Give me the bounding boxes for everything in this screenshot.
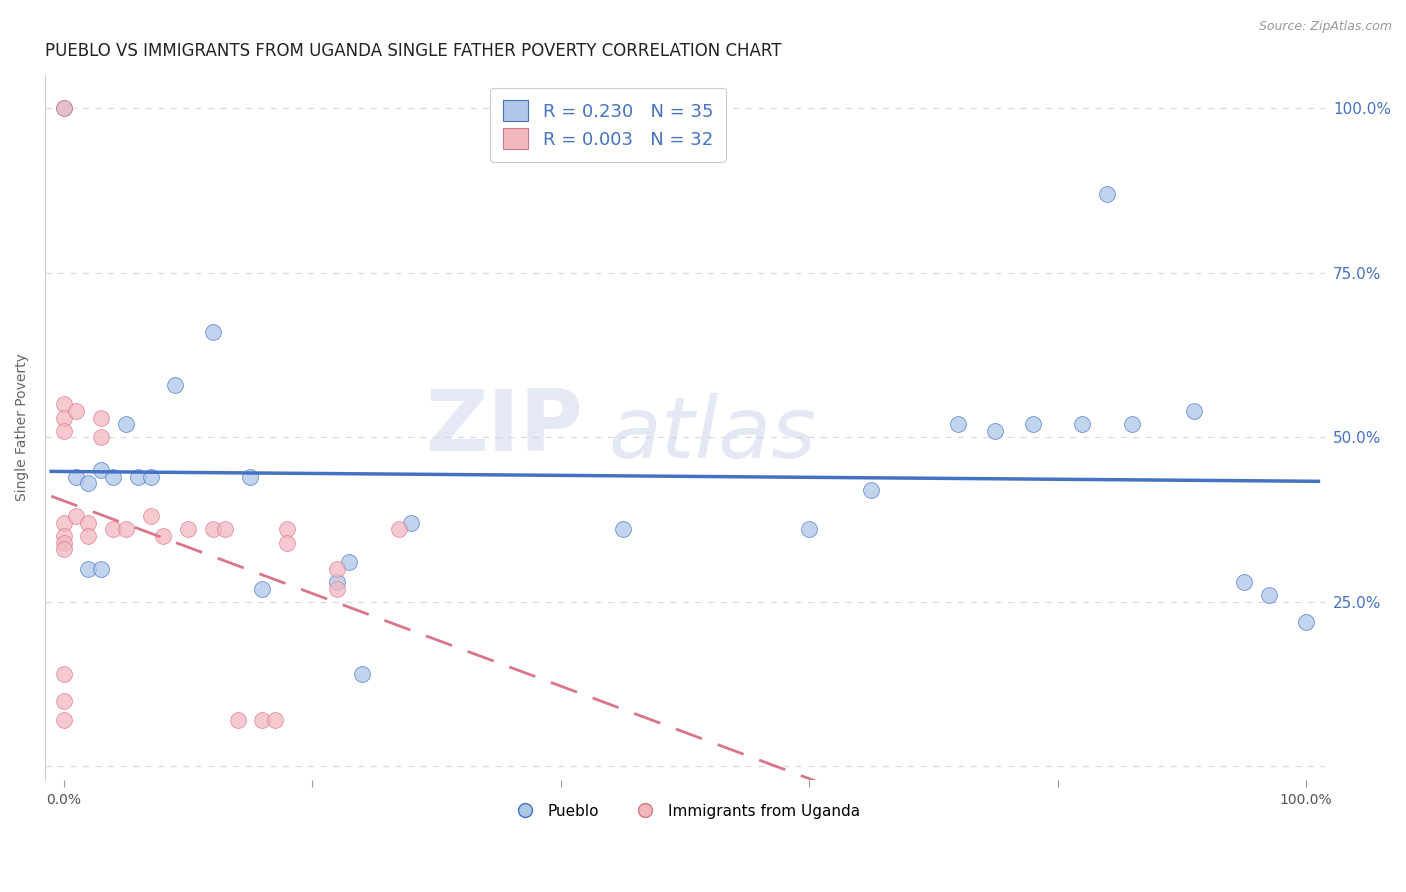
Point bbox=[152, 529, 174, 543]
Point bbox=[350, 667, 373, 681]
Text: Source: ZipAtlas.com: Source: ZipAtlas.com bbox=[1258, 20, 1392, 33]
Point bbox=[401, 516, 423, 530]
Point bbox=[276, 523, 298, 537]
Point bbox=[52, 693, 75, 707]
Point bbox=[1097, 186, 1119, 201]
Point bbox=[103, 470, 125, 484]
Point bbox=[90, 562, 112, 576]
Point bbox=[114, 417, 136, 431]
Point bbox=[103, 523, 125, 537]
Text: ZIP: ZIP bbox=[425, 386, 582, 469]
Point bbox=[165, 377, 187, 392]
Point bbox=[52, 397, 75, 411]
Point bbox=[52, 542, 75, 557]
Point bbox=[65, 404, 87, 418]
Point bbox=[77, 476, 100, 491]
Point bbox=[52, 714, 75, 728]
Y-axis label: Single Father Poverty: Single Father Poverty bbox=[15, 353, 30, 501]
Point bbox=[1182, 404, 1205, 418]
Point bbox=[90, 463, 112, 477]
Point bbox=[326, 562, 349, 576]
Point bbox=[1021, 417, 1043, 431]
Point bbox=[226, 714, 249, 728]
Point bbox=[797, 523, 820, 537]
Point bbox=[276, 535, 298, 549]
Point bbox=[337, 555, 360, 569]
Point bbox=[139, 470, 162, 484]
Point bbox=[52, 424, 75, 438]
Point bbox=[52, 535, 75, 549]
Point bbox=[252, 582, 274, 596]
Point bbox=[263, 714, 285, 728]
Point bbox=[388, 523, 411, 537]
Point bbox=[1071, 417, 1094, 431]
Point bbox=[326, 575, 349, 590]
Point bbox=[65, 509, 87, 524]
Point bbox=[214, 523, 236, 537]
Point bbox=[201, 325, 224, 339]
Point bbox=[52, 529, 75, 543]
Point bbox=[1121, 417, 1143, 431]
Point bbox=[52, 410, 75, 425]
Point bbox=[77, 529, 100, 543]
Point bbox=[77, 516, 100, 530]
Point bbox=[127, 470, 149, 484]
Point bbox=[52, 101, 75, 115]
Text: atlas: atlas bbox=[607, 393, 815, 476]
Point bbox=[860, 483, 883, 497]
Point bbox=[612, 523, 634, 537]
Point bbox=[90, 410, 112, 425]
Legend: Pueblo, Immigrants from Uganda: Pueblo, Immigrants from Uganda bbox=[503, 797, 866, 825]
Point bbox=[1257, 588, 1279, 602]
Point bbox=[1295, 615, 1317, 629]
Point bbox=[946, 417, 969, 431]
Point bbox=[177, 523, 200, 537]
Point bbox=[90, 430, 112, 444]
Point bbox=[984, 424, 1007, 438]
Point bbox=[52, 516, 75, 530]
Point bbox=[52, 101, 75, 115]
Point bbox=[1233, 575, 1256, 590]
Point bbox=[114, 523, 136, 537]
Point bbox=[77, 562, 100, 576]
Point bbox=[52, 667, 75, 681]
Point bbox=[139, 509, 162, 524]
Point bbox=[239, 470, 262, 484]
Point bbox=[252, 714, 274, 728]
Point bbox=[65, 470, 87, 484]
Point bbox=[326, 582, 349, 596]
Text: PUEBLO VS IMMIGRANTS FROM UGANDA SINGLE FATHER POVERTY CORRELATION CHART: PUEBLO VS IMMIGRANTS FROM UGANDA SINGLE … bbox=[45, 42, 782, 60]
Point bbox=[201, 523, 224, 537]
